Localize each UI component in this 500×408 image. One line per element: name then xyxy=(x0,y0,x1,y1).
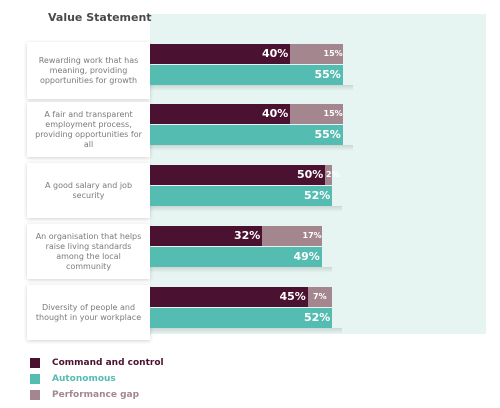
legend-item-gap: Performance gap xyxy=(30,390,139,400)
bar-performance-gap xyxy=(262,226,322,246)
data-label-command: 45% xyxy=(279,290,306,303)
bar-autonomous xyxy=(150,247,322,267)
bar-autonomous xyxy=(150,125,343,145)
category-card: A fair and transparent employment proces… xyxy=(27,102,150,157)
data-label-gap: 17% xyxy=(302,231,322,240)
data-label-autonomous: 52% xyxy=(304,311,331,324)
bar-autonomous xyxy=(150,65,343,85)
legend-label-gap: Performance gap xyxy=(52,390,140,400)
row-shadow xyxy=(150,145,353,151)
category-card: A good salary and job security xyxy=(27,163,150,218)
row-shadow xyxy=(150,267,332,273)
data-label-gap: 15% xyxy=(323,109,343,118)
category-label: Diversity of people and thought in your … xyxy=(35,302,142,322)
bar-performance-gap xyxy=(290,104,343,124)
category-label: A good salary and job security xyxy=(44,180,133,200)
data-label-command: 50% xyxy=(297,168,324,181)
legend-item-autonomous: Autonomous xyxy=(30,374,116,384)
data-label-autonomous: 49% xyxy=(293,250,320,263)
data-label-command: 40% xyxy=(262,47,289,60)
data-label-autonomous: 55% xyxy=(314,68,341,81)
row-shadow xyxy=(150,85,353,91)
bar-command-and-control xyxy=(150,44,290,64)
bar-command-and-control xyxy=(150,287,308,307)
legend-swatch-command xyxy=(30,358,40,368)
data-label-gap: 15% xyxy=(323,49,343,58)
bar-autonomous xyxy=(150,308,332,328)
data-label-gap: 7% xyxy=(313,292,327,301)
bar-performance-gap xyxy=(290,44,343,64)
legend-label-autonomous: Autonomous xyxy=(52,374,116,384)
category-label: A fair and transparent employment proces… xyxy=(35,109,142,149)
bar-command-and-control xyxy=(150,226,262,246)
bar-performance-gap xyxy=(325,165,332,185)
legend-swatch-autonomous xyxy=(30,374,40,384)
bar-command-and-control xyxy=(150,104,290,124)
row-shadow xyxy=(150,206,342,212)
data-label-gap: 2% xyxy=(326,170,340,179)
category-card: Diversity of people and thought in your … xyxy=(27,285,150,340)
category-card: Rewarding work that has meaning, providi… xyxy=(27,42,150,99)
bar-performance-gap xyxy=(307,287,332,307)
legend-label-command: Command and control xyxy=(52,358,164,368)
data-label-command: 40% xyxy=(262,107,289,120)
category-label: An organisation that helps raise living … xyxy=(35,231,142,271)
category-label: Rewarding work that has meaning, providi… xyxy=(38,55,139,85)
legend-swatch-gap xyxy=(30,390,40,400)
data-label-autonomous: 52% xyxy=(304,189,331,202)
row-shadow xyxy=(150,328,342,334)
bar-command-and-control xyxy=(150,165,325,185)
value-statement-header: Value Statement xyxy=(48,11,152,24)
bar-autonomous xyxy=(150,186,332,206)
category-card: An organisation that helps raise living … xyxy=(27,224,150,279)
data-label-autonomous: 55% xyxy=(314,128,341,141)
legend-item-command: Command and control xyxy=(30,358,164,368)
data-label-command: 32% xyxy=(234,229,261,242)
